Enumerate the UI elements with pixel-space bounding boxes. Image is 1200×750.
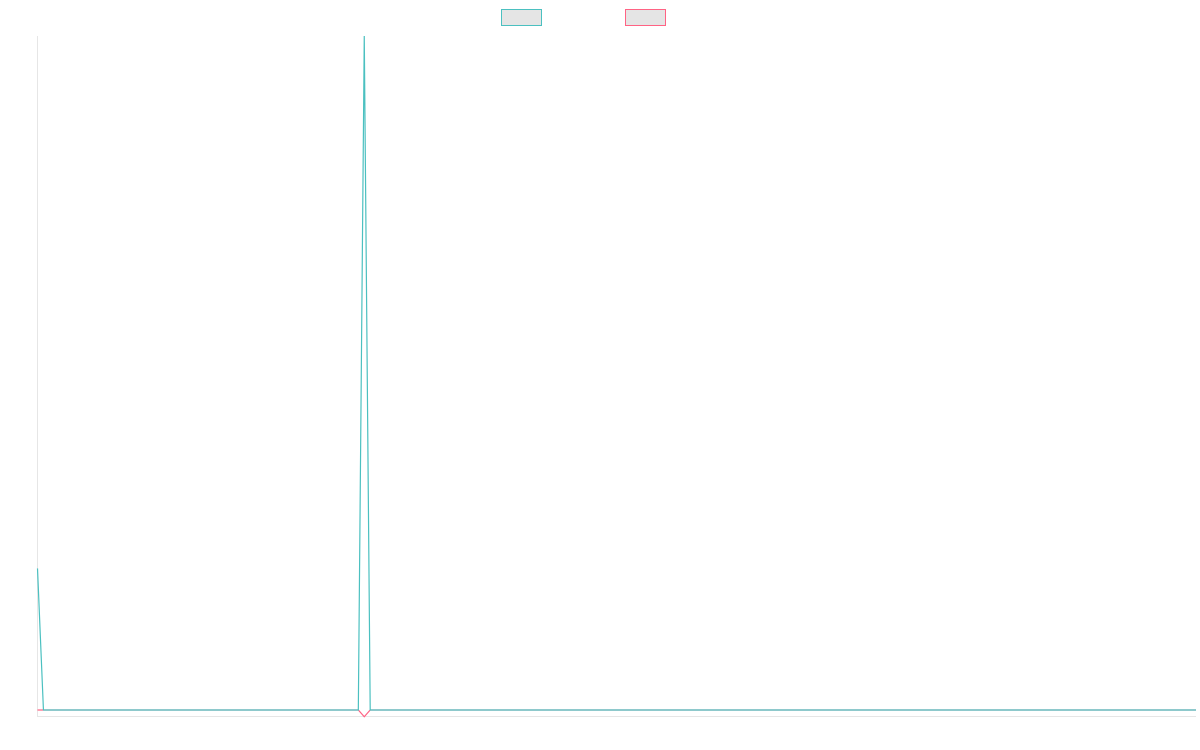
series-line-1	[36, 35, 1196, 711]
chart-legend	[501, 9, 666, 26]
chart-axes	[37, 36, 1196, 717]
legend-swatch-1[interactable]	[501, 9, 542, 26]
legend-swatch-2[interactable]	[625, 9, 666, 26]
plot-area	[36, 35, 1196, 718]
series-line-2	[37, 709, 1196, 718]
